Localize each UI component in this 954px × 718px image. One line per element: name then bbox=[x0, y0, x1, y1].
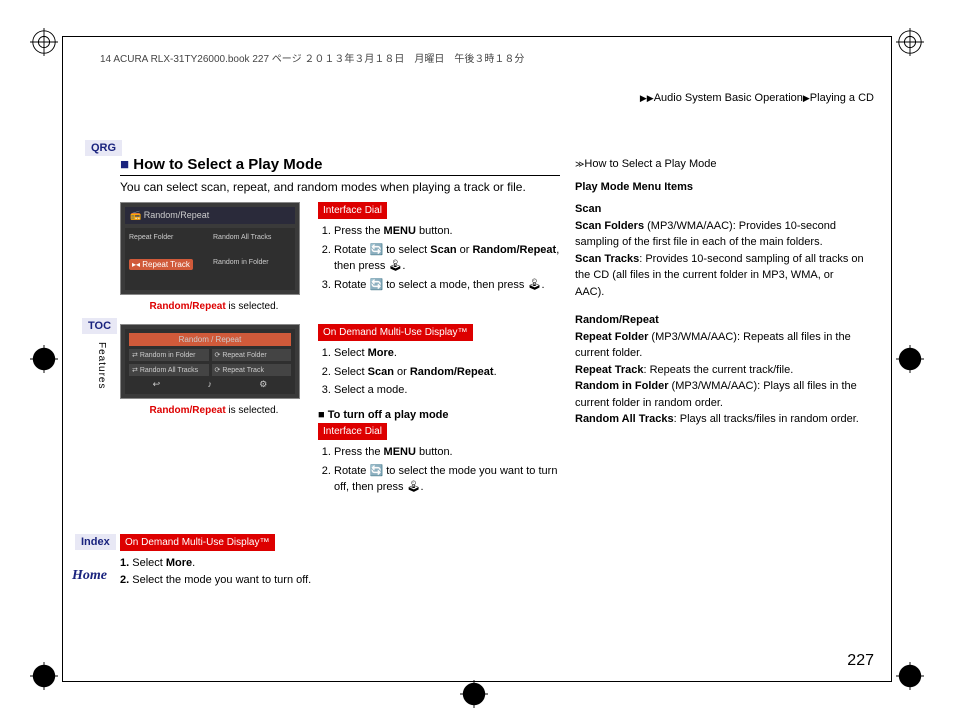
step: Select More. bbox=[334, 345, 560, 362]
screenshot-1: 📻 Random/Repeat Repeat Folder Random All… bbox=[120, 202, 300, 295]
qrg-tab[interactable]: QRG bbox=[85, 140, 122, 156]
step: Select Scan or Random/Repeat. bbox=[334, 364, 560, 381]
rotate-icon: 🔄 bbox=[369, 277, 383, 294]
random-in-folder-desc: Random in Folder (MP3/WMA/AAC): Plays al… bbox=[575, 378, 865, 411]
ss2-item: ⟳ Repeat Folder bbox=[212, 349, 292, 361]
breadcrumb: ▶▶Audio System Basic Operation▶Playing a… bbox=[640, 92, 874, 104]
ss1-highlight: ▸◂ Repeat Track bbox=[129, 259, 193, 270]
toc-tab[interactable]: TOC bbox=[82, 318, 117, 334]
step: Rotate 🔄 to select Scan or Random/Repeat… bbox=[334, 242, 560, 275]
features-label: Features bbox=[96, 342, 107, 389]
turnoff-heading: ■ To turn off a play mode bbox=[318, 407, 560, 424]
step: Rotate 🔄 to select a mode, then press 🕹. bbox=[334, 277, 560, 294]
interface-dial-label: Interface Dial bbox=[318, 202, 387, 219]
ss2-item: ⇄ Random All Tracks bbox=[129, 364, 209, 376]
step: Select a mode. bbox=[334, 382, 560, 399]
ss2-caption: Random/Repeat is selected. bbox=[120, 403, 308, 418]
step: 2. Select the mode you want to turn off. bbox=[120, 572, 540, 589]
scan-tracks-desc: Scan Tracks: Provides 10-second sampling… bbox=[575, 251, 865, 301]
step: 1. Select More. bbox=[120, 555, 540, 572]
scan-label: Scan bbox=[575, 201, 865, 218]
page-number: 227 bbox=[847, 652, 874, 670]
random-all-tracks-desc: Random All Tracks: Plays all tracks/file… bbox=[575, 411, 865, 428]
right-heading: ≫How to Select a Play Mode bbox=[575, 156, 865, 173]
registration-mark bbox=[896, 345, 924, 373]
registration-mark bbox=[30, 28, 58, 56]
home-link[interactable]: Home bbox=[72, 568, 107, 584]
ss1-item: Random in Folder bbox=[213, 259, 291, 284]
ss2-item: ⟳ Repeat Track bbox=[212, 364, 292, 376]
repeat-folder-desc: Repeat Folder (MP3/WMA/AAC): Repeats all… bbox=[575, 329, 865, 362]
section-heading: ■ How to Select a Play Mode bbox=[120, 156, 560, 176]
ss2-item: ⇄ Random in Folder bbox=[129, 349, 209, 361]
heading-text: How to Select a Play Mode bbox=[133, 156, 322, 173]
press-icon: 🕹 bbox=[527, 277, 541, 294]
step: Press the MENU button. bbox=[334, 444, 560, 461]
book-header: 14 ACURA RLX-31TY26000.book 227 ページ ２０１３… bbox=[100, 50, 524, 65]
ss1-caption: Random/Repeat is selected. bbox=[120, 299, 308, 314]
repeat-track-desc: Repeat Track: Repeats the current track/… bbox=[575, 362, 865, 379]
index-tab[interactable]: Index bbox=[75, 534, 116, 550]
registration-mark bbox=[30, 345, 58, 373]
step: Press the MENU button. bbox=[334, 223, 560, 240]
registration-mark bbox=[896, 28, 924, 56]
random-repeat-label: Random/Repeat bbox=[575, 312, 865, 329]
rotate-icon: 🔄 bbox=[369, 242, 383, 259]
intro-text: You can select scan, repeat, and random … bbox=[120, 180, 560, 194]
registration-mark bbox=[460, 680, 488, 708]
registration-mark bbox=[896, 662, 924, 690]
scan-folders-desc: Scan Folders (MP3/WMA/AAC): Provides 10-… bbox=[575, 218, 865, 251]
menu-items-label: Play Mode Menu Items bbox=[575, 179, 865, 196]
registration-mark bbox=[30, 662, 58, 690]
odmud-label: On Demand Multi-Use Display™ bbox=[120, 534, 275, 551]
interface-dial-label: Interface Dial bbox=[318, 423, 387, 440]
press-icon: 🕹 bbox=[388, 258, 402, 275]
screenshot-2: Random / Repeat ⇄ Random in Folder ⟳ Rep… bbox=[120, 324, 300, 399]
odmud-label: On Demand Multi-Use Display™ bbox=[318, 324, 473, 341]
breadcrumb-seg2: Playing a CD bbox=[810, 92, 874, 104]
rotate-icon: 🔄 bbox=[369, 463, 383, 480]
step: Rotate 🔄 to select the mode you want to … bbox=[334, 463, 560, 496]
ss1-item: Repeat Folder bbox=[129, 234, 207, 255]
ss1-item: Random All Tracks bbox=[213, 234, 291, 255]
ss2-top: Random / Repeat bbox=[129, 333, 291, 346]
ss1-title: Random/Repeat bbox=[144, 210, 210, 220]
press-icon: 🕹 bbox=[407, 479, 421, 496]
breadcrumb-seg1: Audio System Basic Operation bbox=[654, 92, 803, 104]
